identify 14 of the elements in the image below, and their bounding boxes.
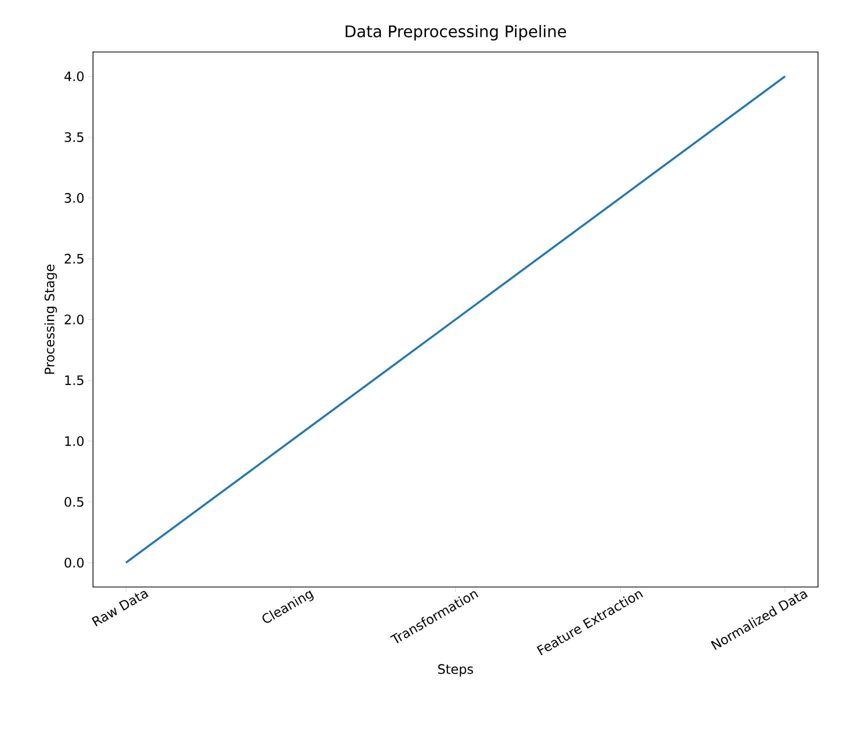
- y-tick-label: 1.0: [65, 436, 84, 446]
- y-tick-label: 4.0: [64, 71, 84, 82]
- y-axis-title: Processing Stage: [44, 264, 57, 374]
- y-tick-label: 2.0: [64, 314, 84, 324]
- y-tick-label: 1.5: [65, 375, 84, 386]
- x-axis-title: Steps: [438, 664, 474, 677]
- y-tick-label: 0.5: [64, 496, 84, 507]
- y-tick-label: 3.0: [64, 192, 84, 203]
- line-series: [124, 75, 786, 564]
- chart-title: Data Preprocessing Pipeline: [346, 24, 566, 40]
- y-tick-label: 2.5: [64, 254, 84, 264]
- y-tick-label: 0.0: [64, 558, 84, 568]
- x-tick-label: Raw Data: [92, 591, 148, 626]
- y-tick-label: 3.5: [64, 132, 84, 142]
